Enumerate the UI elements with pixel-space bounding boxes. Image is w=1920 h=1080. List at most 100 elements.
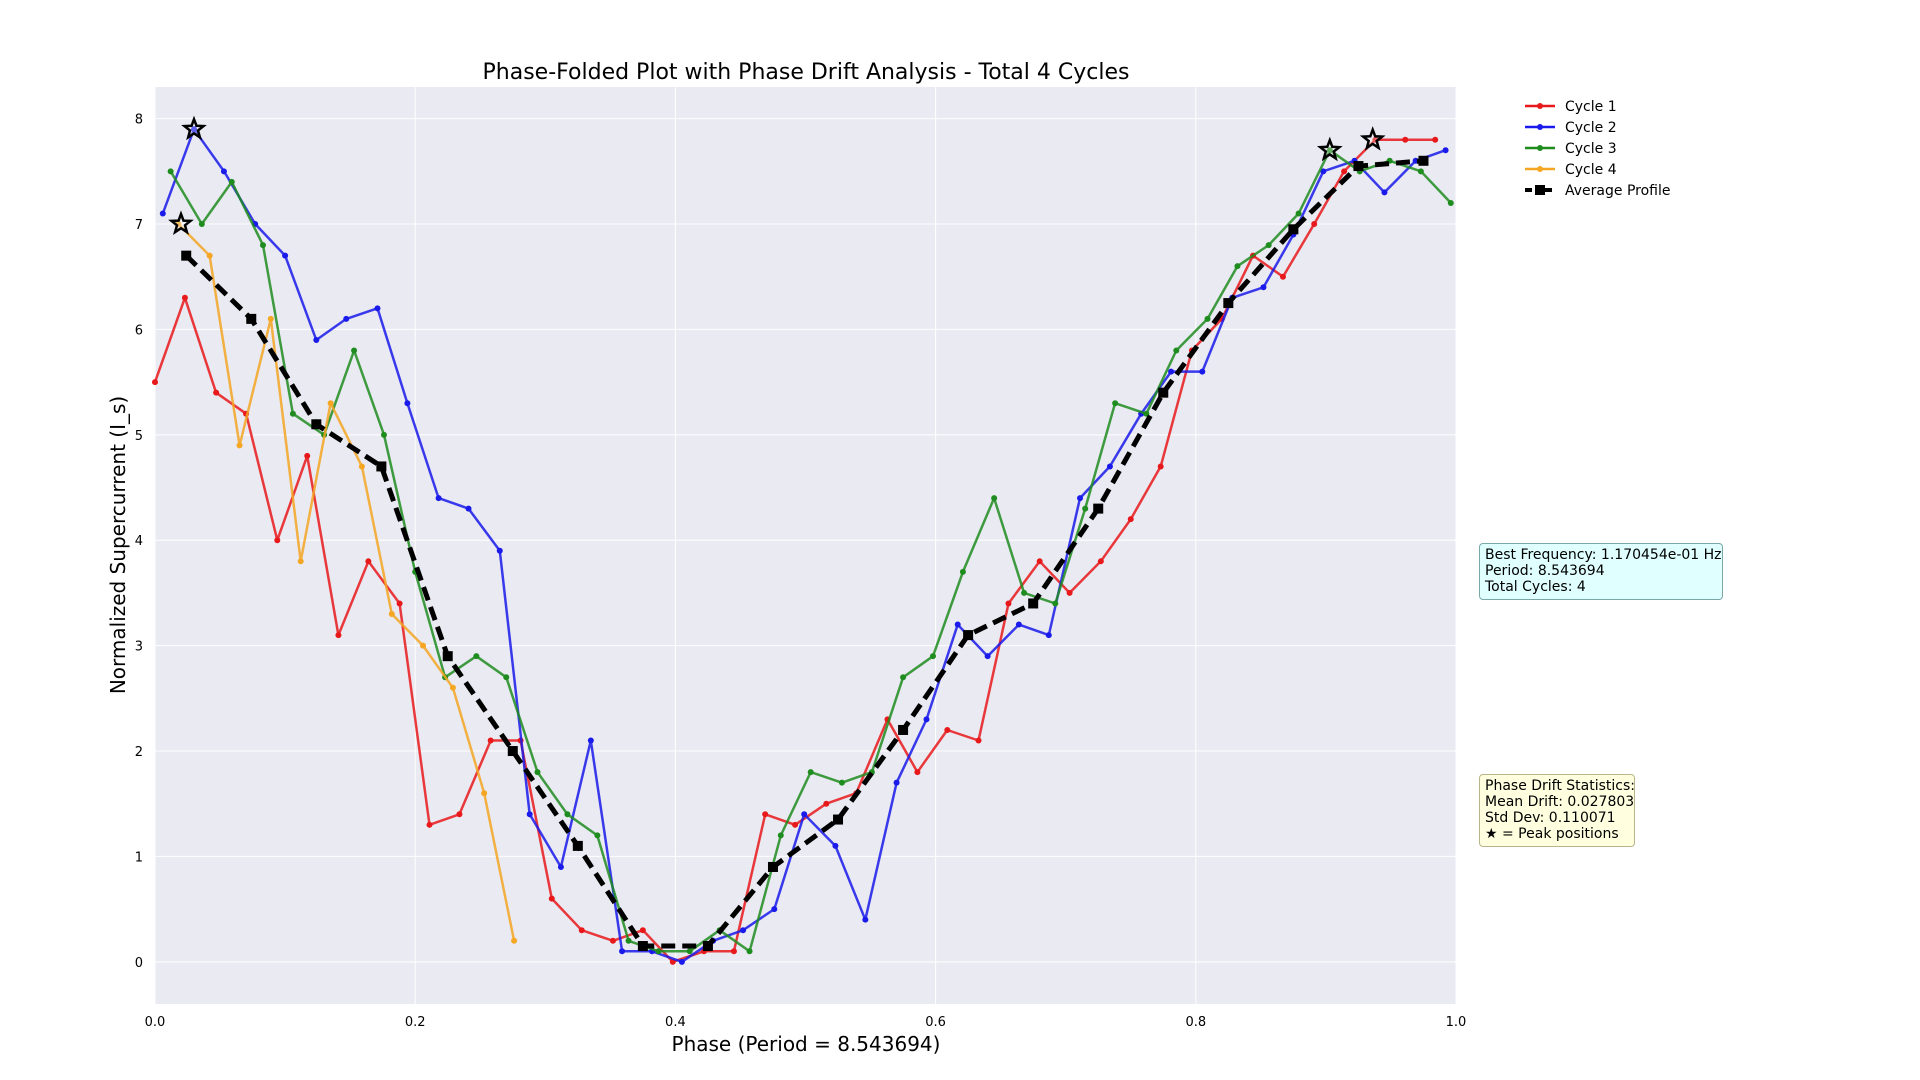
data-point (198, 221, 205, 228)
data-point (686, 948, 693, 955)
data-point (1417, 168, 1424, 175)
data-point (1052, 600, 1059, 607)
y-tick-label: 3 (135, 640, 143, 655)
average-point (833, 814, 844, 825)
data-point (1341, 168, 1348, 175)
series-3 (175, 221, 518, 944)
data-point (771, 906, 778, 913)
average-point (1028, 598, 1039, 609)
peak-star-marker (1316, 136, 1343, 162)
data-point (374, 305, 381, 312)
legend-label: Cycle 2 (1565, 120, 1617, 136)
data-point (473, 653, 480, 660)
data-point (762, 811, 769, 818)
data-point (678, 958, 685, 965)
data-point (534, 769, 541, 776)
data-point (388, 611, 395, 618)
average-point (442, 651, 453, 662)
data-point (206, 252, 213, 259)
data-point (655, 948, 662, 955)
data-point (526, 811, 533, 818)
legend-item: Cycle 3 (1525, 141, 1617, 157)
data-point (1199, 368, 1206, 375)
data-point (259, 242, 266, 249)
data-point (396, 600, 403, 607)
data-point (351, 347, 358, 354)
legend-swatch-marker (1537, 166, 1543, 172)
x-tick-label: 0.6 (925, 1015, 946, 1030)
y-axis-label: Normalized Supercurrent (I_s) (106, 396, 130, 694)
data-point (1168, 368, 1175, 375)
legend-label: Cycle 1 (1565, 99, 1617, 115)
data-point (327, 400, 334, 407)
peak-markers (168, 115, 1386, 235)
average-point (246, 313, 257, 324)
series-line (184, 158, 1424, 949)
average-point (1093, 503, 1104, 514)
series-0 (152, 136, 1439, 965)
data-point (1311, 221, 1318, 228)
legend-label: Cycle 3 (1565, 141, 1617, 157)
data-point (449, 684, 456, 691)
total-cycles-line: Total Cycles: 4 (1485, 579, 1586, 595)
data-point (274, 537, 281, 544)
data-point (1204, 315, 1211, 322)
average-point (898, 724, 909, 735)
data-point (746, 948, 753, 955)
peak-note-line: ★ = Peak positions (1485, 826, 1619, 842)
mean-drift-line: Mean Drift: 0.027803 (1485, 794, 1635, 810)
data-point (1015, 621, 1022, 628)
period-line: Period: 8.543694 (1485, 563, 1605, 579)
data-point (838, 779, 845, 786)
data-point (152, 379, 158, 386)
data-point (619, 948, 626, 955)
average-point (572, 840, 583, 851)
data-point (1157, 463, 1164, 470)
data-point (267, 315, 274, 322)
data-point (807, 769, 814, 776)
data-point (1295, 210, 1302, 217)
y-tick-label: 6 (135, 323, 143, 338)
data-point (1066, 589, 1073, 596)
legend-item: Cycle 2 (1525, 120, 1617, 136)
legend-item: Average Profile (1525, 183, 1670, 199)
data-point (313, 336, 320, 343)
data-point (923, 716, 930, 723)
data-point (380, 431, 387, 438)
data-point (289, 410, 296, 417)
data-point (929, 653, 936, 660)
data-point (282, 252, 289, 259)
data-point (228, 178, 235, 185)
data-point (944, 726, 951, 733)
data-point (1082, 505, 1089, 512)
legend-swatch-marker (1537, 103, 1543, 109)
legend-item: Cycle 4 (1525, 162, 1617, 178)
average-point (181, 250, 192, 261)
data-point (1402, 136, 1409, 143)
peak-star-marker (1359, 126, 1386, 151)
data-point (1112, 400, 1119, 407)
data-point (984, 653, 991, 660)
y-tick-label: 2 (135, 745, 143, 760)
data-point (1326, 147, 1333, 154)
average-point (1418, 155, 1429, 166)
y-tick-label: 4 (135, 534, 143, 549)
average-point (963, 630, 974, 641)
data-point (823, 800, 830, 807)
average-point (376, 461, 387, 472)
data-point (1260, 284, 1267, 291)
data-point (959, 568, 966, 575)
x-tick-label: 0.8 (1185, 1015, 1206, 1030)
data-point (954, 621, 961, 628)
data-point (1320, 168, 1327, 175)
data-point (862, 916, 869, 923)
data-point (587, 737, 594, 744)
data-point (1077, 495, 1084, 502)
data-point (1447, 199, 1454, 206)
data-point (832, 842, 839, 849)
data-point (1173, 347, 1180, 354)
data-point (343, 315, 350, 322)
average-point (702, 941, 713, 952)
data-point (900, 674, 907, 681)
